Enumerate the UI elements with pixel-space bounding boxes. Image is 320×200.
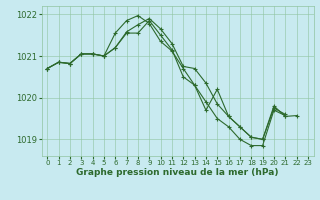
X-axis label: Graphe pression niveau de la mer (hPa): Graphe pression niveau de la mer (hPa)	[76, 168, 279, 177]
